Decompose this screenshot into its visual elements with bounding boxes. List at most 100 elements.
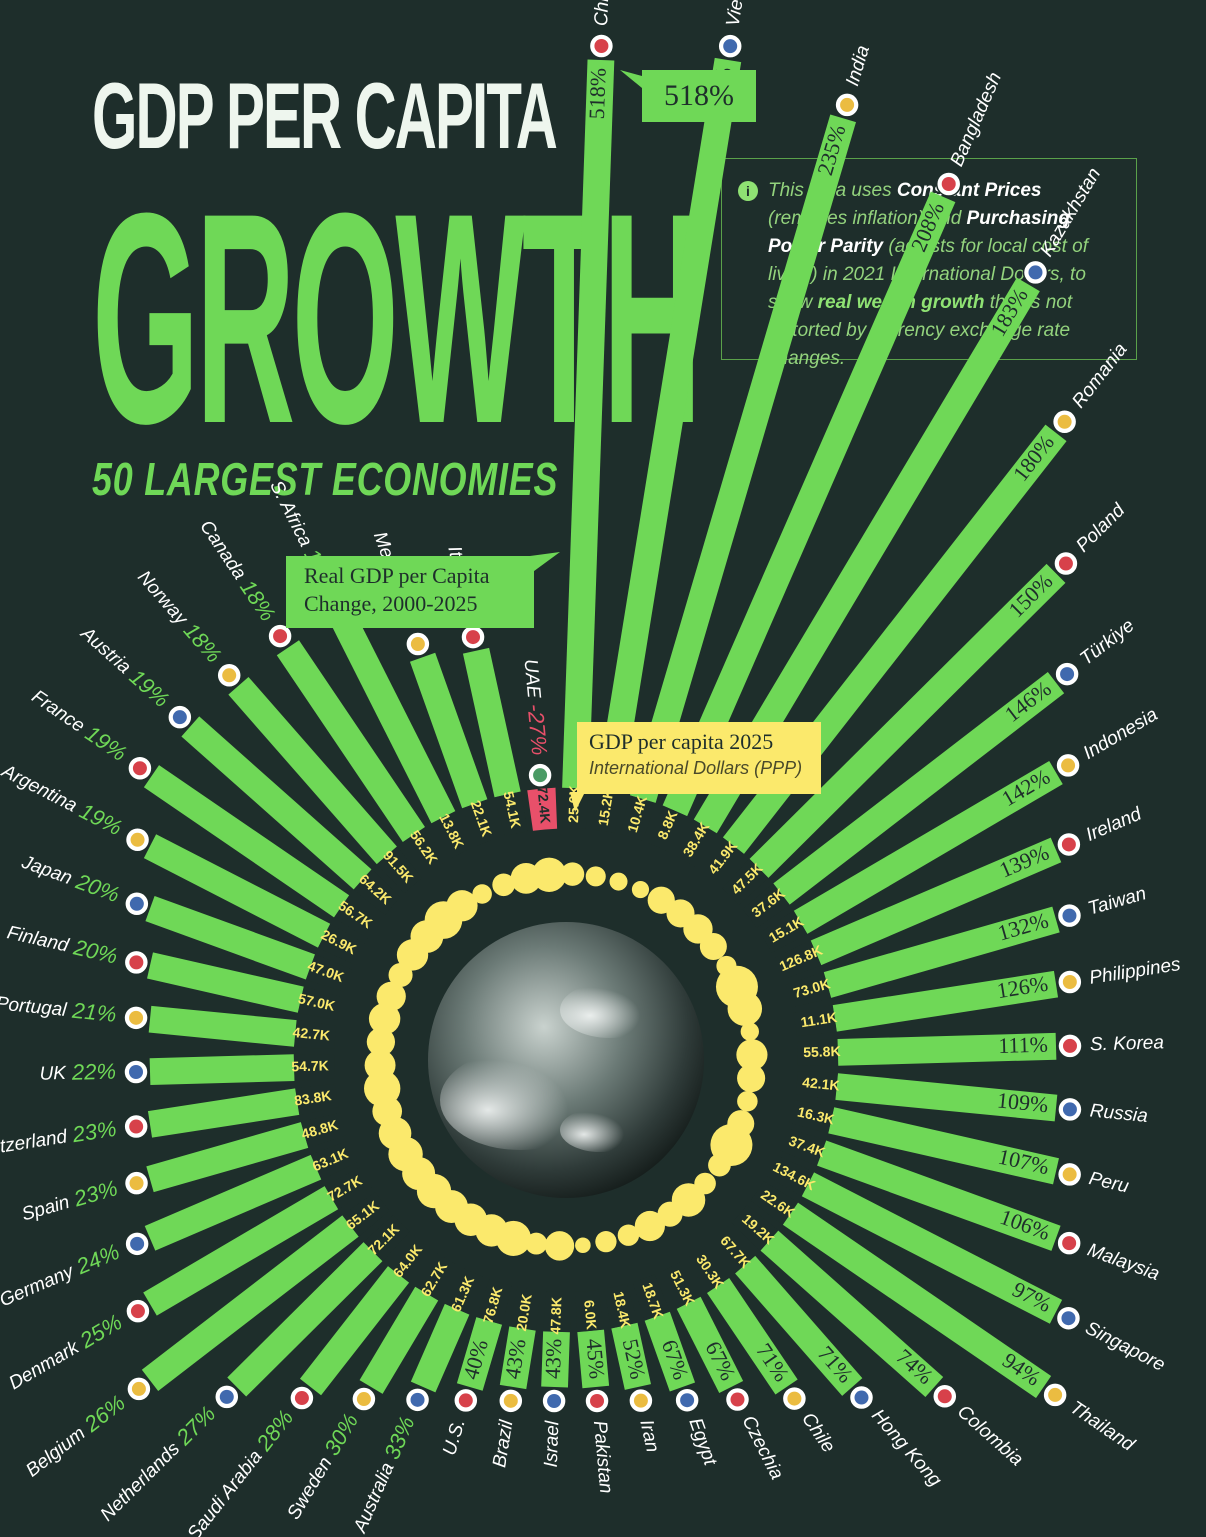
country-label-hong-kong: Hong Kong [867,1405,946,1491]
ring-segment-france [334,895,382,939]
growth-label-finland: 20% [71,934,120,968]
flag-icon-u-s [453,1387,479,1414]
gdp-bubble-russia [737,1064,766,1093]
flag-icon-canada [267,623,293,649]
flag-icon-t-rkiye [1054,661,1080,687]
country-label-india: India [842,43,874,88]
country-label-uk: UK 22% [39,1058,116,1085]
growth-label-s-korea: 111% [998,1032,1048,1058]
flag-icon-norway [216,662,242,689]
country-label-indonesia: Indonesia [1080,704,1162,764]
china-growth-callout: 518% [642,70,756,122]
country-label-kazakhstan: Kazakhstan [1036,164,1105,260]
ring-segment-uk [294,1053,335,1082]
ring-segment-argentina [318,923,366,965]
bar-indonesia [793,760,1063,934]
bar-germany [144,1154,322,1251]
gdp-bubble-bangladesh [631,880,650,899]
growth-label-argentina: 19% [76,798,127,840]
bar-canada [276,640,426,842]
gdp-bubble-portugal [366,1027,396,1056]
growth-label-sweden: 30% [319,1409,363,1460]
growth-label-portugal: 21% [70,997,117,1026]
growth-label-germany: 24% [72,1239,123,1280]
gdp-value-vietnam: 15.2K [595,787,617,826]
country-label-bangladesh: Bangladesh [947,69,1006,169]
flag-icon-iran [628,1387,654,1414]
gdp-bubble-vietnam [585,866,606,887]
country-label-portugal: Portugal 21% [0,990,118,1027]
bar-poland [749,563,1066,878]
bar-s-africa [332,614,456,824]
country-label-israel: Israel [541,1420,564,1468]
gdp-bubble-s-africa [472,884,492,904]
flag-icon-colombia [932,1383,958,1410]
flag-icon-romania [1051,409,1078,435]
ring-segment-egypt [632,1274,670,1321]
bar-singapore [801,1172,1063,1324]
country-name-belgium: Belgium [22,1423,89,1482]
bar-argentina [143,834,331,948]
flag-icon-sweden [351,1386,377,1412]
ring-segment-iran [604,1283,638,1329]
flag-icon-switzerland [123,1113,149,1140]
country-label-thailand: Thailand [1066,1397,1139,1456]
ring-segment-spain [301,1112,347,1148]
ring-segment-sweden [415,1253,458,1301]
bar-kazakhstan [693,277,1040,834]
gdp-bubble-china [560,862,585,886]
flag-icon-peru [1056,1161,1083,1188]
growth-label-norway: 18% [179,618,227,668]
bar-czechia [676,1296,744,1394]
ring-segment-norway [376,846,423,894]
flag-icon-mexico [405,631,431,657]
ring-segment-italy [494,791,528,837]
country-name-australia: Australia [349,1460,398,1537]
flag-icon-china [588,33,615,59]
ring-segment-indonesia [760,910,808,953]
growth-legend-callout: Real GDP per Capita Change, 2000-2025 [286,556,534,628]
growth-label-austria: 19% [125,664,175,712]
ring-segment-poland [722,858,769,905]
flag-icon-germany [124,1231,150,1257]
ring-segment-taiwan [785,972,831,1008]
country-label-france: France19% [27,684,131,766]
flag-icon-saudi-arabia [289,1385,315,1411]
bar-chile [706,1278,798,1395]
country-name-japan: Japan [18,851,75,889]
ring-segment-czechia [660,1261,701,1309]
country-label-colombia: Colombia [953,1401,1027,1470]
gdp-value-switzerland: 83.8K [293,1087,332,1109]
growth-label-uk: 22% [71,1058,117,1084]
ring-segment-pakistan [575,1289,605,1332]
country-label-taiwan: Taiwan [1086,883,1149,920]
bar-mexico [409,652,488,809]
flag-icon-bangladesh [935,171,962,197]
ring-segment-thailand [750,1181,798,1225]
growth-label-israel: 43% [540,1338,566,1379]
gdp-callout-pointer [570,792,585,812]
flag-icon-argentina [124,827,151,853]
gdp-bubble-uk [364,1049,396,1081]
growth-label-france: 19% [81,720,131,766]
gdp-value-italy: 54.1K [500,790,524,830]
ring-segment-india [620,795,656,841]
flag-icon-ireland [1056,831,1082,858]
flag-icon-hong-kong [848,1384,875,1411]
gdp-bubble-s-korea [736,1039,768,1071]
growth-legend-line1: Real GDP per Capita [304,563,490,588]
country-label-norway: Norway18% [133,565,227,668]
country-label-singapore: Singapore [1082,1318,1169,1376]
bar-italy [462,647,521,798]
flag-icon-s-korea [1057,1033,1083,1059]
ring-segment-canada [402,827,447,875]
country-label-romania: Romania [1068,339,1131,412]
bar-egypt [644,1311,696,1392]
growth-label-spain: 23% [70,1175,120,1211]
country-label-germany: Germany24% [0,1239,123,1312]
gdp-value-brazil: 20.0K [513,1293,535,1332]
bar-iran [611,1322,651,1390]
ring-segment-malaysia [779,1128,826,1166]
bar-switzerland [147,1088,300,1138]
country-name-sweden: Sweden [283,1454,336,1524]
